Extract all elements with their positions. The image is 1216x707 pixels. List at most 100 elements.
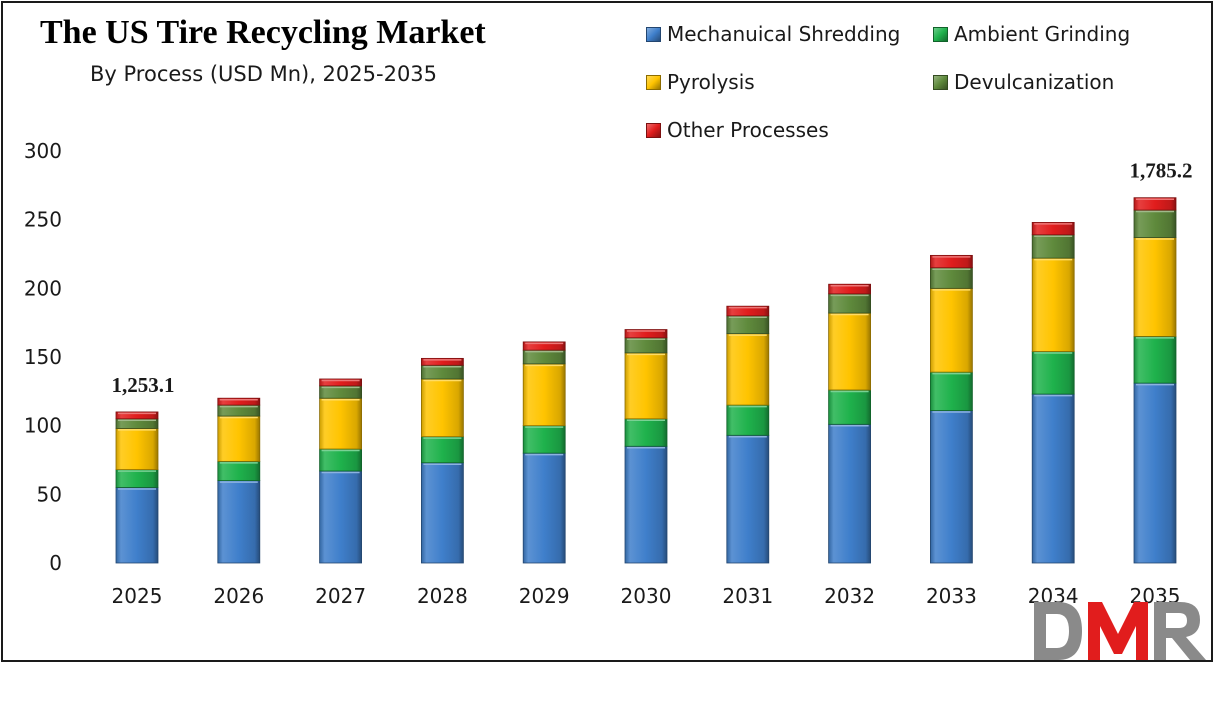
- bar-segment-other-processes-2027: [319, 378, 363, 387]
- bar-segment-pyrolysis-2027: [319, 397, 363, 450]
- x-tick-label-2029: 2029: [519, 584, 570, 608]
- bar-segment-ambient-grinding-2034: [1031, 351, 1075, 395]
- bar-segment-other-processes-2029: [522, 341, 566, 351]
- bar-stack-2028: [420, 357, 464, 564]
- bar-segment-mechanuical-shredding-2030: [624, 445, 668, 564]
- data-label-2035: 1,785.2: [1130, 159, 1193, 183]
- bar-segment-mechanuical-shredding-2027: [319, 470, 363, 564]
- legend-item-other-processes: Other Processes: [646, 118, 829, 142]
- bar-segment-other-processes-2026: [217, 397, 261, 406]
- y-tick-label-250: 250: [24, 208, 62, 232]
- y-tick-label-300: 300: [24, 139, 62, 163]
- bar-segment-mechanuical-shredding-2025: [115, 487, 159, 564]
- bar-segment-devulcanization-2030: [624, 337, 668, 354]
- x-tick-label-2032: 2032: [824, 584, 875, 608]
- legend-item-ambient-grinding: Ambient Grinding: [933, 22, 1130, 46]
- bar-segment-pyrolysis-2029: [522, 363, 566, 427]
- bar-segment-ambient-grinding-2026: [217, 460, 261, 481]
- bar-segment-ambient-grinding-2032: [828, 389, 871, 425]
- x-tick-label-2028: 2028: [417, 584, 468, 608]
- bar-segment-pyrolysis-2025: [115, 428, 159, 471]
- bar-segment-other-processes-2035: [1133, 197, 1177, 211]
- x-tick-label-2031: 2031: [722, 584, 773, 608]
- legend-label-other-processes: Other Processes: [667, 118, 829, 142]
- bar-stack-2029: [522, 341, 566, 564]
- legend-swatch-pyrolysis: [646, 74, 661, 90]
- bar-stack-2035: [1133, 197, 1177, 564]
- bar-segment-ambient-grinding-2031: [726, 404, 770, 436]
- chart-frame: [1, 1, 1213, 662]
- bar-segment-ambient-grinding-2033: [930, 371, 973, 411]
- bar-segment-other-processes-2034: [1031, 222, 1075, 236]
- bar-segment-mechanuical-shredding-2031: [726, 434, 770, 564]
- legend-item-mechanuical-shredding: Mechanuical Shredding: [646, 22, 900, 46]
- x-tick-label-2027: 2027: [315, 584, 366, 608]
- bar-segment-pyrolysis-2033: [930, 287, 973, 373]
- legend-label-pyrolysis: Pyrolysis: [667, 70, 755, 94]
- bar-segment-pyrolysis-2031: [726, 333, 770, 406]
- bar-segment-ambient-grinding-2035: [1133, 335, 1177, 384]
- bar-segment-other-processes-2028: [420, 357, 464, 366]
- x-tick-label-2033: 2033: [926, 584, 977, 608]
- x-tick-label-2026: 2026: [213, 584, 264, 608]
- y-tick-label-150: 150: [24, 345, 62, 369]
- bar-stack-2034: [1031, 222, 1075, 564]
- legend-swatch-mechanuical-shredding: [646, 26, 661, 42]
- bar-segment-ambient-grinding-2025: [115, 469, 159, 488]
- x-tick-label-2030: 2030: [621, 584, 672, 608]
- bar-segment-mechanuical-shredding-2034: [1031, 393, 1075, 564]
- bar-segment-pyrolysis-2035: [1133, 237, 1177, 337]
- bar-segment-pyrolysis-2032: [828, 312, 871, 391]
- y-tick-label-50: 50: [37, 482, 62, 506]
- bar-segment-devulcanization-2032: [828, 293, 871, 314]
- bar-segment-other-processes-2033: [930, 254, 973, 269]
- y-tick-label-0: 0: [49, 551, 62, 575]
- y-tick-label-200: 200: [24, 276, 62, 300]
- chart-subtitle: By Process (USD Mn), 2025-2035: [90, 62, 438, 86]
- bar-stack-2031: [726, 305, 770, 564]
- bar-stack-2033: [930, 254, 973, 564]
- bar-segment-devulcanization-2031: [726, 315, 770, 335]
- data-label-2025: 1,253.1: [112, 373, 175, 397]
- bar-stack-2032: [828, 283, 871, 564]
- legend-swatch-devulcanization: [933, 74, 948, 90]
- bar-segment-mechanuical-shredding-2035: [1133, 382, 1177, 564]
- legend-label-mechanuical-shredding: Mechanuical Shredding: [667, 22, 901, 46]
- bar-segment-other-processes-2025: [115, 411, 159, 420]
- bar-segment-mechanuical-shredding-2029: [522, 452, 566, 564]
- bar-segment-ambient-grinding-2029: [522, 425, 566, 454]
- bar-segment-ambient-grinding-2027: [319, 448, 363, 472]
- legend-item-pyrolysis: Pyrolysis: [646, 70, 755, 94]
- bar-segment-pyrolysis-2034: [1031, 257, 1075, 352]
- legend-label-devulcanization: Devulcanization: [954, 70, 1115, 94]
- x-tick-label-2025: 2025: [112, 584, 163, 608]
- bar-segment-devulcanization-2035: [1133, 209, 1177, 238]
- bar-segment-pyrolysis-2030: [624, 352, 668, 420]
- legend-item-devulcanization: Devulcanization: [933, 70, 1114, 94]
- chart-title: The US Tire Recycling Market: [40, 14, 486, 51]
- legend-swatch-other-processes: [646, 122, 661, 138]
- bar-segment-other-processes-2032: [828, 283, 871, 295]
- bar-segment-ambient-grinding-2030: [624, 418, 668, 447]
- bar-segment-mechanuical-shredding-2032: [828, 423, 871, 564]
- bar-stack-2026: [217, 397, 261, 564]
- bar-segment-devulcanization-2034: [1031, 234, 1075, 259]
- bar-segment-devulcanization-2033: [930, 267, 973, 289]
- bar-segment-ambient-grinding-2028: [420, 436, 464, 464]
- bar-segment-mechanuical-shredding-2028: [420, 462, 464, 564]
- y-tick-label-100: 100: [24, 414, 62, 438]
- legend-swatch-ambient-grinding: [933, 26, 948, 42]
- bar-segment-pyrolysis-2028: [420, 378, 464, 438]
- dmr-logo-mark: [1034, 602, 1206, 660]
- bar-segment-other-processes-2030: [624, 329, 668, 339]
- bar-segment-pyrolysis-2026: [217, 415, 261, 462]
- bar-stack-2030: [624, 329, 668, 564]
- bar-segment-other-processes-2031: [726, 305, 770, 317]
- bar-stack-2025: [115, 411, 159, 564]
- bar-segment-mechanuical-shredding-2033: [930, 410, 973, 564]
- dmr-logo: [1034, 602, 1206, 660]
- bar-stack-2027: [319, 378, 363, 564]
- bar-segment-mechanuical-shredding-2026: [217, 480, 261, 564]
- legend-label-ambient-grinding: Ambient Grinding: [954, 22, 1131, 46]
